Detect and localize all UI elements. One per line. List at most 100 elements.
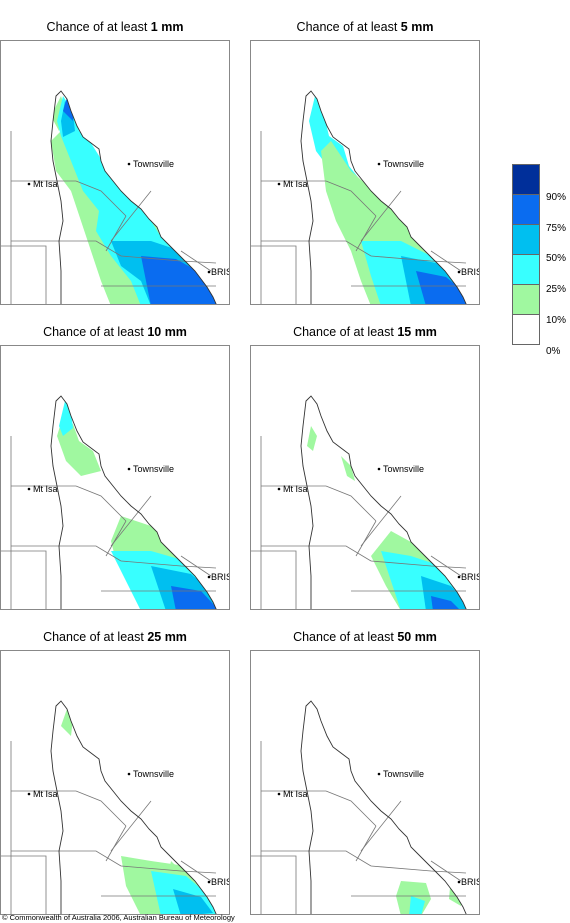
district-border xyxy=(105,215,127,252)
legend-label-75: 75% xyxy=(546,223,567,234)
queensland-map: Townsville Mt Isa BRIS xyxy=(251,700,480,914)
map-panel-50mm: Townsville Mt Isa BRIS xyxy=(250,650,480,915)
town-label-bris: BRIS xyxy=(461,267,480,277)
town-label-bris: BRIS xyxy=(211,267,230,277)
district-border xyxy=(355,215,377,252)
district-border xyxy=(180,555,212,577)
district-border xyxy=(120,865,217,874)
map-panel-1mm: Townsville Mt Isa BRIS xyxy=(0,40,230,305)
town-marker xyxy=(127,467,131,471)
legend-swatch-0-10 xyxy=(512,314,540,345)
probability-zone xyxy=(111,761,121,781)
panel-title-15mm: Chance of at least 15 mm xyxy=(250,325,480,339)
panel-title-1mm: Chance of at least 1 mm xyxy=(0,20,230,34)
title-threshold: 15 mm xyxy=(397,325,437,339)
town-label-bris: BRIS xyxy=(461,877,480,887)
queensland-map: Townsville Mt Isa BRIS xyxy=(1,700,230,914)
coastline xyxy=(300,700,467,914)
queensland-map: Townsville Mt Isa BRIS xyxy=(251,395,479,609)
district-border xyxy=(360,800,402,852)
probability-zone xyxy=(307,426,317,451)
town-label-bris: BRIS xyxy=(211,572,230,582)
town-marker xyxy=(127,772,131,776)
title-threshold: 1 mm xyxy=(150,20,184,34)
coastline xyxy=(50,395,217,609)
probability-zone xyxy=(141,256,217,304)
title-prefix: Chance of at least xyxy=(293,630,398,644)
coastline xyxy=(50,90,217,304)
town-marker xyxy=(277,792,281,796)
town-label-bris: BRIS xyxy=(211,877,230,887)
map-panel-10mm: Townsville Mt Isa BRIS xyxy=(0,345,230,610)
district-border xyxy=(251,855,297,914)
panel-title-25mm: Chance of at least 25 mm xyxy=(0,630,230,644)
district-border xyxy=(110,190,152,242)
coastline xyxy=(50,700,217,914)
town-label-townsville: Townsville xyxy=(133,769,174,779)
title-prefix: Chance of at least xyxy=(293,325,398,339)
town-label-townsville: Townsville xyxy=(133,464,174,474)
title-threshold: 5 mm xyxy=(400,20,434,34)
probability-legend: 90% 75% 50% 25% 10% 0% xyxy=(512,164,566,357)
district-border xyxy=(261,850,372,867)
town-marker xyxy=(277,487,281,491)
town-marker xyxy=(457,270,461,274)
map-panel-25mm: Townsville Mt Isa BRIS xyxy=(0,650,230,915)
district-border xyxy=(370,560,467,569)
town-marker xyxy=(277,182,281,186)
district-border xyxy=(430,555,462,577)
town-marker xyxy=(207,575,211,579)
legend-label-10: 10% xyxy=(546,315,567,326)
district-border xyxy=(105,825,127,862)
probability-zone xyxy=(431,596,461,609)
town-label-mt_isa: Mt Isa xyxy=(33,484,58,494)
town-label-mt_isa: Mt Isa xyxy=(283,789,308,799)
title-prefix: Chance of at least xyxy=(43,325,148,339)
title-prefix: Chance of at least xyxy=(43,630,148,644)
title-prefix: Chance of at least xyxy=(46,20,151,34)
town-label-mt_isa: Mt Isa xyxy=(33,179,58,189)
district-border xyxy=(360,190,402,242)
panel-title-50mm: Chance of at least 50 mm xyxy=(250,630,480,644)
town-marker xyxy=(127,162,131,166)
legend-label-25: 25% xyxy=(546,284,567,295)
town-label-mt_isa: Mt Isa xyxy=(33,789,58,799)
district-border xyxy=(75,790,127,827)
coastline xyxy=(300,395,467,609)
district-border xyxy=(11,850,122,867)
town-label-townsville: Townsville xyxy=(383,769,424,779)
district-border xyxy=(430,860,462,882)
district-border xyxy=(360,495,402,547)
district-border xyxy=(325,790,377,827)
title-threshold: 10 mm xyxy=(147,325,187,339)
town-marker xyxy=(457,880,461,884)
district-border xyxy=(120,255,217,264)
district-border xyxy=(370,865,467,874)
title-prefix: Chance of at least xyxy=(296,20,401,34)
copyright-notice: © Commonwealth of Australia 2006, Austra… xyxy=(2,913,235,922)
town-marker xyxy=(27,487,31,491)
district-border xyxy=(105,520,127,557)
district-border xyxy=(251,245,297,304)
district-border xyxy=(1,855,47,914)
probability-zone xyxy=(409,896,425,914)
town-label-mt_isa: Mt Isa xyxy=(283,484,308,494)
legend-swatch-25-50 xyxy=(512,254,540,285)
town-marker xyxy=(207,880,211,884)
probability-zone xyxy=(416,271,467,304)
district-border xyxy=(1,550,47,609)
town-marker xyxy=(377,162,381,166)
district-border xyxy=(251,550,297,609)
district-border xyxy=(261,545,372,562)
panel-title-5mm: Chance of at least 5 mm xyxy=(250,20,480,34)
legend-swatch-50-75 xyxy=(512,224,540,255)
town-marker xyxy=(27,182,31,186)
title-threshold: 25 mm xyxy=(147,630,187,644)
district-border xyxy=(355,520,377,557)
legend-swatch-10-25 xyxy=(512,284,540,315)
coastline xyxy=(300,90,467,304)
probability-shading xyxy=(57,401,217,609)
title-threshold: 50 mm xyxy=(397,630,437,644)
district-border xyxy=(325,180,377,217)
town-label-townsville: Townsville xyxy=(133,159,174,169)
